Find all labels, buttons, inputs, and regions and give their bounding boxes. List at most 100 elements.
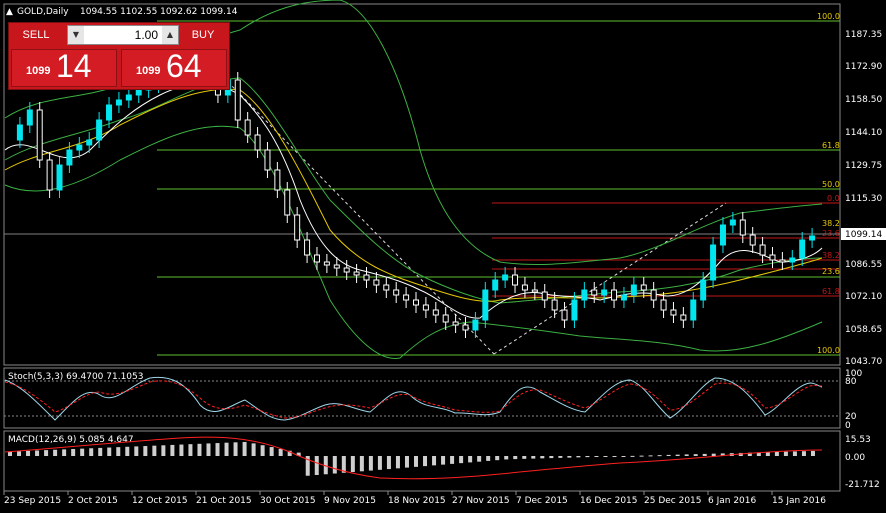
trade-panel-top-row: SELL ▼ ▲ BUY (9, 23, 229, 47)
candle (284, 182, 291, 223)
candle (660, 292, 667, 318)
candle (551, 292, 558, 318)
price-tick: 1086.55 (845, 260, 882, 270)
fib-label-100-top: 100.0 (817, 12, 840, 21)
macd-bar (332, 456, 337, 474)
lot-increase-arrow-icon[interactable]: ▲ (162, 26, 178, 44)
fib-label-23-6-b: 23.6 (822, 267, 840, 276)
macd-bar (711, 453, 716, 456)
time-axis[interactable]: 23 Sep 2015 2 Oct 2015 12 Oct 2015 21 Oct 2… (3, 491, 826, 506)
macd-bar (260, 445, 265, 456)
macd-bar (134, 446, 139, 456)
macd-bar (765, 452, 770, 456)
macd-bar (495, 456, 500, 461)
macd-bar (152, 445, 157, 456)
candle (640, 277, 647, 298)
macd-bar (585, 456, 590, 458)
buy-price-pips: 64 (166, 48, 202, 84)
candle (521, 277, 528, 298)
time-tick: 15 Jan 2016 (772, 496, 826, 506)
macd-bar (468, 456, 473, 463)
fib-retracement-main[interactable] (157, 20, 840, 356)
stoch-axis-100: 100 (845, 369, 862, 379)
macd-bar (53, 449, 58, 456)
macd-bar (89, 448, 94, 456)
macd-axis-bottom: -21.712 (845, 480, 880, 490)
candle (650, 282, 657, 308)
candle (36, 102, 43, 168)
candle (452, 314, 459, 333)
candle (571, 292, 578, 328)
macd-bar (350, 456, 355, 473)
candle (611, 282, 618, 308)
fib-label-100-bottom: 100.0 (817, 346, 840, 355)
candle (769, 247, 776, 268)
candle (403, 287, 410, 308)
macd-bar (404, 456, 409, 468)
macd-bar (170, 444, 175, 456)
price-tick: 1144.10 (845, 128, 882, 138)
macd-bar (783, 451, 788, 456)
candle (244, 112, 251, 143)
sell-button[interactable]: SELL (22, 29, 50, 41)
stoch-panel-frame[interactable] (3, 367, 841, 429)
buy-button[interactable]: BUY (191, 29, 215, 41)
macd-bar (720, 453, 725, 456)
macd-bar (197, 443, 202, 456)
candle (16, 117, 23, 148)
candle (531, 282, 538, 300)
one-click-trading-panel[interactable]: SELL ▼ ▲ BUY 1099 14 1099 64 (8, 22, 230, 90)
sell-price-quote[interactable]: 1099 14 (11, 48, 117, 87)
candle (729, 212, 736, 233)
chart-collapse-icon[interactable]: ▲ (6, 7, 13, 17)
stoch-axis-20: 20 (845, 412, 857, 422)
candle (512, 267, 519, 293)
price-tick: 1172.90 (845, 62, 882, 72)
price-axis[interactable]: 1187.35 1172.90 1158.50 1144.10 1129.75 … (841, 30, 886, 367)
candle (234, 72, 241, 128)
macd-bar (504, 456, 509, 460)
lot-size-input[interactable] (86, 27, 158, 43)
candle (115, 92, 122, 113)
stoch-main-line (4, 376, 823, 421)
candle (719, 217, 726, 253)
candle (779, 252, 786, 270)
trendline-up[interactable] (493, 202, 727, 355)
macd-bar (62, 449, 67, 456)
macd-bar (432, 456, 437, 466)
time-tick: 12 Oct 2015 (132, 496, 188, 506)
macd-bar (80, 448, 85, 456)
candle (66, 142, 73, 173)
candle (690, 292, 697, 328)
candle (541, 284, 548, 308)
time-tick: 16 Dec 2015 (580, 496, 638, 506)
lot-decrease-arrow-icon[interactable]: ▼ (68, 26, 84, 44)
sell-price-pips: 14 (56, 48, 92, 84)
candle (393, 282, 400, 303)
macd-bar (756, 452, 761, 456)
price-tick: 1115.30 (845, 194, 882, 204)
candle (26, 102, 33, 133)
macd-bar (513, 456, 518, 460)
macd-bar (630, 455, 635, 457)
current-price-label: 1099.14 (845, 230, 882, 240)
macd-bar (450, 456, 455, 464)
candle (274, 162, 281, 198)
stoch-axis-0: 0 (845, 421, 851, 431)
fib-label-38-2-b: 38.2 (822, 251, 840, 260)
candle (313, 247, 320, 270)
macd-bar (423, 456, 428, 467)
macd-bar (161, 445, 166, 456)
candle (789, 250, 796, 270)
macd-histogram (8, 441, 815, 476)
time-tick: 23 Sep 2015 (4, 496, 61, 506)
candle (809, 228, 816, 248)
candle (353, 264, 360, 283)
price-tick: 1072.10 (845, 292, 882, 302)
buy-price-quote[interactable]: 1099 64 (121, 48, 227, 87)
lot-size-stepper[interactable]: ▼ ▲ (67, 25, 179, 45)
candle (710, 237, 717, 288)
candle (432, 302, 439, 323)
candle (670, 302, 677, 323)
macd-bar (107, 447, 112, 456)
